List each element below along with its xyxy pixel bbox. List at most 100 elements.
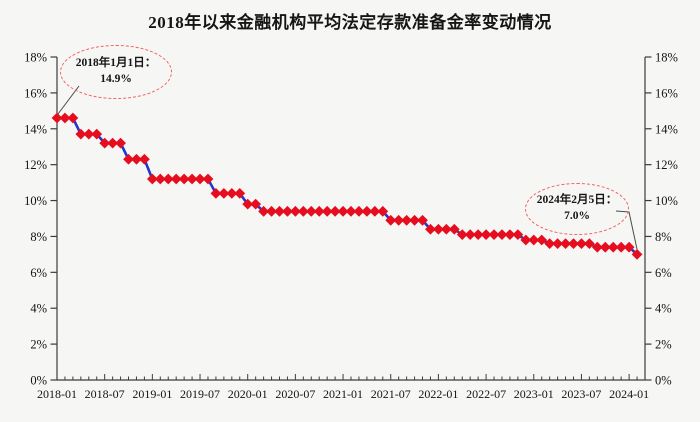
data-point-diamond <box>623 241 635 253</box>
data-point-diamond <box>162 173 174 185</box>
data-markers <box>51 112 643 260</box>
data-point-diamond <box>385 214 397 226</box>
data-point-diamond <box>496 229 508 241</box>
x-tick-label: 2018-01 <box>37 387 77 401</box>
data-point-diamond <box>472 229 484 241</box>
x-tick-label: 2020-01 <box>228 387 268 401</box>
data-point-diamond <box>607 241 619 253</box>
y-tick-label-left: 6% <box>30 266 47 280</box>
annotation-2018-date: 2018年1月1日： <box>75 57 157 70</box>
data-point-diamond <box>123 153 134 165</box>
annotation-2018-value: 14.9% <box>100 73 132 85</box>
data-point-diamond <box>154 173 166 185</box>
data-point-diamond <box>448 223 460 235</box>
y-tick-label-left: 4% <box>30 302 47 316</box>
data-point-diamond <box>202 173 214 185</box>
data-point-diamond <box>321 205 333 217</box>
data-point-diamond <box>536 234 548 246</box>
annotation-2024-callout: 2024年2月5日： 7.0% <box>525 183 629 235</box>
data-point-diamond <box>401 214 413 226</box>
data-point-diamond <box>512 229 524 241</box>
x-tick-label: 2018-07 <box>85 387 125 401</box>
data-point-diamond <box>131 153 142 165</box>
data-point-diamond <box>250 198 262 210</box>
data-point-diamond <box>409 214 420 226</box>
x-tick-label: 2022-01 <box>418 387 458 401</box>
x-tick-label: 2019-01 <box>132 387 172 401</box>
data-point-diamond <box>599 241 611 253</box>
data-point-diamond <box>440 223 452 235</box>
y-tick-label-left: 2% <box>30 338 47 352</box>
data-point-diamond <box>377 205 389 217</box>
data-point-diamond <box>337 205 349 217</box>
y-tick-label-left: 10% <box>24 194 47 208</box>
annotation-2024-value: 7.0% <box>564 210 590 222</box>
data-point-diamond <box>520 234 532 246</box>
y-ticks: 0% 0% 2% 2% 4% 4% 6% 6% 8% 8% 10% 10% 12% 12% 14% 14% 16… <box>24 51 678 388</box>
data-point-diamond <box>417 214 428 226</box>
data-point-diamond <box>170 173 182 185</box>
data-point-diamond <box>560 238 571 250</box>
data-point-diamond <box>583 238 595 250</box>
chart-title: 2018年以来金融机构平均法定存款准备金率变动情况 <box>148 13 552 32</box>
x-tick-label: 2024-01 <box>609 387 649 401</box>
data-point-diamond <box>67 112 79 124</box>
data-point-diamond <box>289 205 301 217</box>
x-tick-label: 2020-07 <box>275 387 315 401</box>
data-point-diamond <box>552 238 563 250</box>
data-point-diamond <box>51 112 63 124</box>
data-point-diamond <box>226 187 238 199</box>
data-point-diamond <box>329 205 341 217</box>
x-ticks: 2018-01 2018-07 2019-01 2019-07 2020-01 2020-… <box>37 374 649 401</box>
data-point-diamond <box>91 128 103 140</box>
data-point-diamond <box>313 205 325 217</box>
y-tick-label-right: 6% <box>655 266 672 280</box>
data-point-diamond <box>266 205 277 217</box>
data-point-diamond <box>425 223 436 235</box>
data-point-diamond <box>186 173 198 185</box>
data-point-diamond <box>146 173 158 185</box>
y-tick-label-right: 8% <box>655 230 672 244</box>
y-tick-label-left: 8% <box>30 230 47 244</box>
annotation-2024-date: 2024年2月5日： <box>536 194 618 207</box>
data-point-diamond <box>480 229 492 241</box>
data-point-diamond <box>393 214 405 226</box>
data-point-diamond <box>218 187 230 199</box>
x-tick-label: 2021-07 <box>371 387 411 401</box>
data-point-diamond <box>433 223 444 235</box>
y-tick-label-right: 10% <box>655 194 678 208</box>
data-point-diamond <box>75 128 87 140</box>
data-point-diamond <box>282 205 293 217</box>
data-point-diamond <box>361 205 373 217</box>
data-point-diamond <box>83 128 95 140</box>
data-point-diamond <box>297 205 309 217</box>
data-point-diamond <box>305 205 317 217</box>
data-point-diamond <box>464 229 476 241</box>
data-point-diamond <box>194 173 206 185</box>
y-tick-label-right: 14% <box>655 122 678 136</box>
y-tick-label-right: 16% <box>655 86 678 100</box>
y-tick-label-right: 4% <box>655 302 672 316</box>
data-point-diamond <box>591 241 603 253</box>
data-point-diamond <box>115 137 126 149</box>
data-point-diamond <box>99 137 111 149</box>
data-point-diamond <box>488 229 500 241</box>
y-tick-label-right: 0% <box>655 374 672 388</box>
y-tick-label-right: 2% <box>655 338 672 352</box>
annotation-2018-callout: 2018年1月1日： 14.9% <box>60 45 172 99</box>
data-point-diamond <box>107 137 119 149</box>
data-point-diamond <box>59 112 71 124</box>
data-point-diamond <box>576 238 587 250</box>
data-point-diamond <box>139 153 150 165</box>
data-point-diamond <box>234 187 246 199</box>
data-point-diamond <box>274 205 285 217</box>
y-tick-label-right: 12% <box>655 158 678 172</box>
data-point-diamond <box>568 238 579 250</box>
y-tick-label-left: 0% <box>30 374 47 388</box>
y-tick-label-right: 18% <box>655 51 678 65</box>
data-point-diamond <box>631 248 643 260</box>
x-tick-label: 2022-07 <box>466 387 506 401</box>
x-tick-label: 2019-07 <box>180 387 220 401</box>
